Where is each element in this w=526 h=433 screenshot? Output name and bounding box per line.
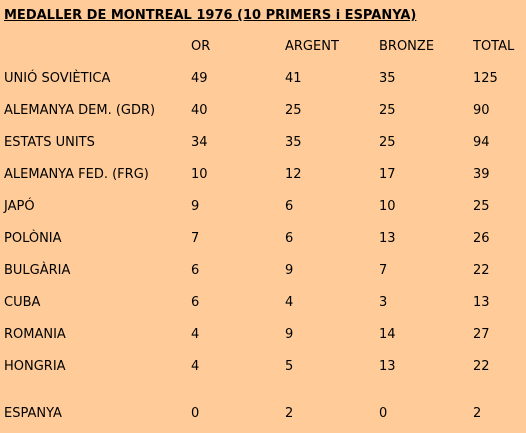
silver-count: 6 [285,231,294,246]
total-count: 22 [473,263,490,278]
total-count: 13 [473,295,490,310]
bronze-count: 14 [379,327,396,342]
table-row: HONGRIA 4 5 13 22 [0,357,526,377]
gold-count: 40 [191,103,208,118]
table-row: JAPÓ 9 6 10 25 [0,197,526,217]
country-name: ESTATS UNITS [4,135,95,150]
spain-row: ESPANYA 0 2 0 2 [0,404,526,424]
table-row: UNIÓ SOVIÈTICA 49 41 35 125 [0,69,526,89]
total-count: 26 [473,231,490,246]
total-count: 22 [473,359,490,374]
bronze-count: 0 [379,406,388,421]
gold-count: 6 [191,295,200,310]
silver-count: 12 [285,167,302,182]
bronze-count: 10 [379,199,396,214]
gold-count: 4 [191,327,200,342]
header-argent: ARGENT [285,39,339,54]
total-count: 125 [473,71,498,86]
page-title: MEDALLER DE MONTREAL 1976 (10 PRIMERS i … [4,8,417,23]
total-count: 2 [473,406,482,421]
country-name: JAPÓ [4,199,35,214]
bronze-count: 3 [379,295,388,310]
header-total: TOTAL [473,39,515,54]
table-row: ALEMANYA DEM. (GDR) 40 25 25 90 [0,101,526,121]
silver-count: 2 [285,406,294,421]
table-row: BULGÀRIA 6 9 7 22 [0,261,526,281]
gold-count: 7 [191,231,200,246]
country-name: ROMANIA [4,327,66,342]
gold-count: 9 [191,199,200,214]
silver-count: 9 [285,263,294,278]
bronze-count: 13 [379,231,396,246]
table-row: ALEMANYA FED. (FRG) 10 12 17 39 [0,165,526,185]
table-header-row: OR ARGENT BRONZE TOTAL [0,37,526,57]
silver-count: 35 [285,135,302,150]
table-row: ESTATS UNITS 34 35 25 94 [0,133,526,153]
gold-count: 0 [191,406,200,421]
table-row: CUBA 6 4 3 13 [0,293,526,313]
header-or: OR [191,39,211,54]
bronze-count: 17 [379,167,396,182]
gold-count: 49 [191,71,208,86]
silver-count: 6 [285,199,294,214]
total-count: 90 [473,103,490,118]
country-name: ALEMANYA FED. (FRG) [4,167,149,182]
table-row: POLÒNIA 7 6 13 26 [0,229,526,249]
total-count: 94 [473,135,490,150]
country-name: CUBA [4,295,41,310]
country-name: ALEMANYA DEM. (GDR) [4,103,156,118]
silver-count: 25 [285,103,302,118]
header-bronze: BRONZE [379,39,435,54]
total-count: 25 [473,199,490,214]
bronze-count: 13 [379,359,396,374]
silver-count: 9 [285,327,294,342]
bronze-count: 25 [379,103,396,118]
silver-count: 4 [285,295,294,310]
gold-count: 4 [191,359,200,374]
total-count: 39 [473,167,490,182]
country-name: UNIÓ SOVIÈTICA [4,71,111,86]
gold-count: 34 [191,135,208,150]
table-row: ROMANIA 4 9 14 27 [0,325,526,345]
silver-count: 41 [285,71,302,86]
gold-count: 6 [191,263,200,278]
country-name: POLÒNIA [4,231,62,246]
silver-count: 5 [285,359,294,374]
country-name: HONGRIA [4,359,66,374]
total-count: 27 [473,327,490,342]
bronze-count: 7 [379,263,388,278]
country-name: ESPANYA [4,406,62,421]
bronze-count: 25 [379,135,396,150]
gold-count: 10 [191,167,208,182]
country-name: BULGÀRIA [4,263,71,278]
bronze-count: 35 [379,71,396,86]
